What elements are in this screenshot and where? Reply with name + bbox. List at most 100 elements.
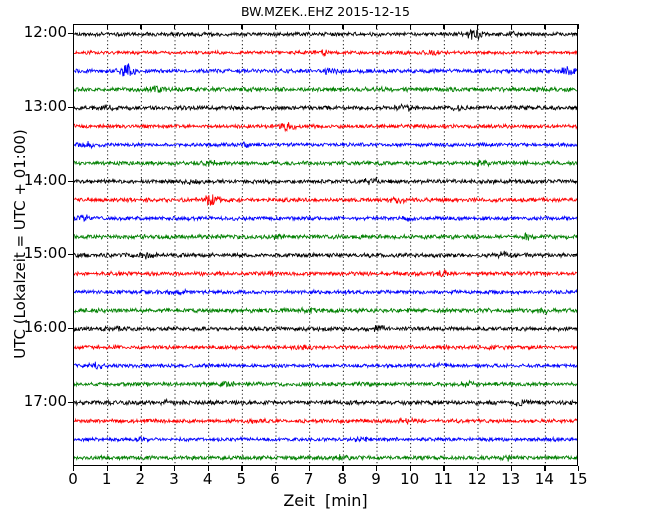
x-tickmark-top — [241, 24, 243, 29]
seismic-trace — [74, 28, 577, 42]
plot-area[interactable] — [73, 24, 578, 466]
trace-group — [74, 28, 577, 462]
x-tickmark — [544, 466, 546, 471]
seismic-trace — [74, 49, 577, 58]
x-tickmark-top — [376, 24, 378, 29]
x-tickmark-top — [275, 24, 277, 29]
x-tickmark — [106, 466, 108, 471]
seismic-trace — [74, 416, 577, 425]
y-tick-label: 13:00 — [23, 96, 67, 115]
x-tickmark — [510, 466, 512, 471]
chart-title: BW.MZEK..EHZ 2015-12-15 — [241, 4, 410, 19]
x-tick-label: 0 — [68, 470, 78, 488]
x-tickmark-top — [443, 24, 445, 29]
y-tickmark — [68, 254, 73, 256]
y-tickmark — [68, 327, 73, 330]
seismic-trace — [74, 435, 577, 443]
x-tickmark-top — [207, 24, 209, 29]
x-tickmark — [207, 466, 209, 471]
seismic-trace — [74, 85, 577, 94]
x-tickmark — [174, 466, 176, 471]
x-tick-label: 7 — [303, 470, 314, 488]
y-tickmark-right — [573, 254, 578, 256]
seismic-trace — [74, 287, 577, 296]
x-tick-label: 5 — [236, 470, 247, 488]
y-tickmark-right — [573, 33, 578, 35]
x-tick-label: 8 — [337, 470, 348, 488]
y-tick-label: 17:00 — [23, 391, 67, 410]
x-tick-label: 9 — [371, 470, 381, 488]
gridlines — [107, 25, 546, 465]
plot-svg — [74, 25, 577, 465]
y-tickmark — [68, 106, 73, 109]
seismic-trace — [74, 343, 577, 351]
y-tickmark-right — [573, 180, 578, 182]
x-tickmark-top — [544, 24, 546, 29]
x-axis-ticks: 0 1 2 3 4 5 6 7 8 9 10 11 12 13 14 15 — [0, 470, 650, 492]
y-tickmark-right — [573, 401, 578, 403]
seismic-trace — [74, 306, 577, 316]
x-tick-label: 4 — [202, 470, 213, 488]
seismic-trace — [74, 268, 577, 278]
x-tickmark-top — [174, 24, 176, 29]
x-tickmark-top — [73, 24, 75, 29]
y-tick-label: 14:00 — [23, 170, 67, 189]
x-tickmark — [275, 466, 277, 471]
seismic-trace — [74, 159, 577, 168]
seismic-trace — [74, 141, 577, 150]
x-tickmark-top — [106, 24, 108, 29]
y-tick-label: 15:00 — [23, 244, 67, 263]
x-tick-label: 14 — [534, 470, 554, 488]
seismic-trace — [74, 250, 577, 260]
x-tick-label: 12 — [467, 470, 487, 488]
x-tick-label: 15 — [568, 470, 588, 488]
x-tickmark — [140, 466, 142, 471]
x-tickmark-top — [510, 24, 512, 29]
seismic-trace — [74, 214, 577, 223]
x-tickmark — [477, 466, 479, 471]
seismic-trace — [74, 194, 577, 207]
y-tickmark-right — [573, 106, 578, 109]
x-tick-label: 6 — [270, 470, 280, 488]
x-tickmark — [308, 466, 310, 471]
y-axis-label: UTC (Lokalzeit = UTC + 01:00) — [11, 129, 29, 359]
seismic-trace — [74, 379, 577, 388]
x-tickmark — [443, 466, 445, 471]
x-tickmark-top — [140, 24, 142, 29]
y-tick-label: 16:00 — [23, 317, 67, 336]
seismic-trace — [74, 232, 577, 241]
x-tickmark — [241, 466, 243, 471]
x-tickmark-top — [477, 24, 479, 29]
y-axis-ticks: 12:00 13:00 14:00 15:00 16:00 17:00 — [0, 0, 67, 520]
x-axis-label: Zeit [min] — [283, 491, 368, 510]
seismic-trace — [74, 397, 577, 407]
y-tickmark — [68, 33, 73, 35]
x-tickmark — [376, 466, 378, 471]
x-tickmark — [342, 466, 344, 471]
seismic-trace — [74, 324, 577, 333]
x-tick-label: 11 — [433, 470, 453, 488]
seismic-trace — [74, 122, 577, 133]
y-tickmark-right — [573, 327, 578, 330]
seismic-trace — [74, 63, 577, 77]
y-tick-label: 12:00 — [23, 23, 67, 42]
x-tickmark-top — [342, 24, 344, 29]
y-tickmark — [68, 180, 73, 182]
seismic-trace — [74, 454, 577, 462]
x-tick-label: 1 — [101, 470, 112, 488]
x-tick-label: 3 — [169, 470, 179, 488]
x-tickmark-top — [308, 24, 310, 29]
x-tickmark — [73, 466, 75, 471]
seismic-trace — [74, 361, 577, 370]
x-tickmark — [578, 466, 580, 471]
x-tick-label: 13 — [501, 470, 521, 488]
y-tickmark — [68, 401, 73, 403]
seismic-trace — [74, 176, 577, 186]
seismic-trace — [74, 102, 577, 112]
x-tickmark-top — [578, 24, 580, 29]
x-tickmark-top — [409, 24, 411, 29]
x-tickmark — [409, 466, 411, 471]
x-tick-label: 10 — [400, 470, 420, 488]
x-tick-label: 2 — [135, 470, 146, 488]
